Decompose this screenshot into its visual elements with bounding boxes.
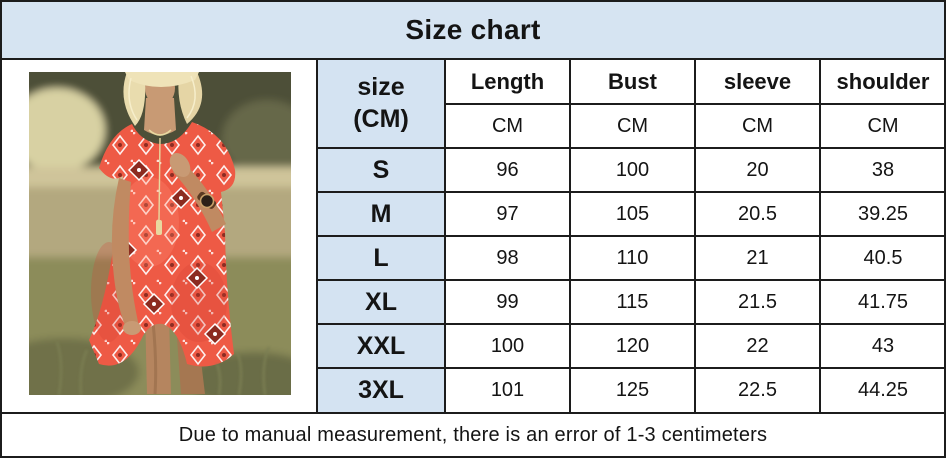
unit-cell: CM [569,103,696,149]
size-cell-xxl: XXL [316,323,446,369]
value-cell: 21.5 [694,279,821,325]
table-row: L 98 110 21 40.5 [316,235,944,281]
value-cell: 105 [569,191,696,237]
table-row: 3XL 101 125 22.5 44.25 [316,367,944,412]
value-cell: 100 [569,147,696,193]
value-cell: 22.5 [694,367,821,412]
product-photo-panel [2,60,316,412]
column-header-sleeve: sleeve [694,60,821,105]
table-row: M 97 105 20.5 39.25 [316,191,944,237]
column-header-shoulder: shoulder [819,60,944,105]
table-row: XXL 100 120 22 43 [316,323,944,369]
value-cell: 38 [819,147,944,193]
value-cell: 100 [444,323,571,369]
value-cell: 43 [819,323,944,369]
value-cell: 41.75 [819,279,944,325]
value-cell: 125 [569,367,696,412]
value-cell: 20.5 [694,191,821,237]
size-cell-3xl: 3XL [316,367,446,412]
value-cell: 20 [694,147,821,193]
table-row: XL 99 115 21.5 41.75 [316,279,944,325]
product-photo [29,72,291,395]
size-header-line2: (CM) [353,104,409,133]
value-cell: 98 [444,235,571,281]
value-cell: 120 [569,323,696,369]
size-cell-l: L [316,235,446,281]
column-header-length: Length [444,60,571,105]
size-header-line1: size [357,73,405,102]
title-bar: Size chart [2,2,944,60]
value-cell: 110 [569,235,696,281]
value-cell: 99 [444,279,571,325]
value-cell: 44.25 [819,367,944,412]
size-cell-xl: XL [316,279,446,325]
measurement-note-bar: Due to manual measurement, there is an e… [2,412,944,456]
column-header-bust: Bust [569,60,696,105]
unit-cell: CM [444,103,571,149]
page-title: Size chart [405,14,541,45]
size-header-cell: size (CM) [316,60,446,149]
table-row: S 96 100 20 38 [316,147,944,193]
unit-cell: CM [694,103,821,149]
value-cell: 96 [444,147,571,193]
table-unit-row: CM CM CM CM [317,103,944,149]
value-cell: 115 [569,279,696,325]
value-cell: 97 [444,191,571,237]
table-header-row: size (CM) Length Bust sleeve shoulder [316,60,944,149]
value-cell: 40.5 [819,235,944,281]
unit-cell: CM [819,103,944,149]
content-area: size (CM) Length Bust sleeve shoulder CM… [2,60,944,412]
value-cell: 21 [694,235,821,281]
value-cell: 39.25 [819,191,944,237]
size-cell-s: S [316,147,446,193]
value-cell: 101 [444,367,571,412]
size-table: size (CM) Length Bust sleeve shoulder CM… [316,60,944,412]
value-cell: 22 [694,323,821,369]
size-cell-m: M [316,191,446,237]
measurement-note: Due to manual measurement, there is an e… [178,423,768,446]
